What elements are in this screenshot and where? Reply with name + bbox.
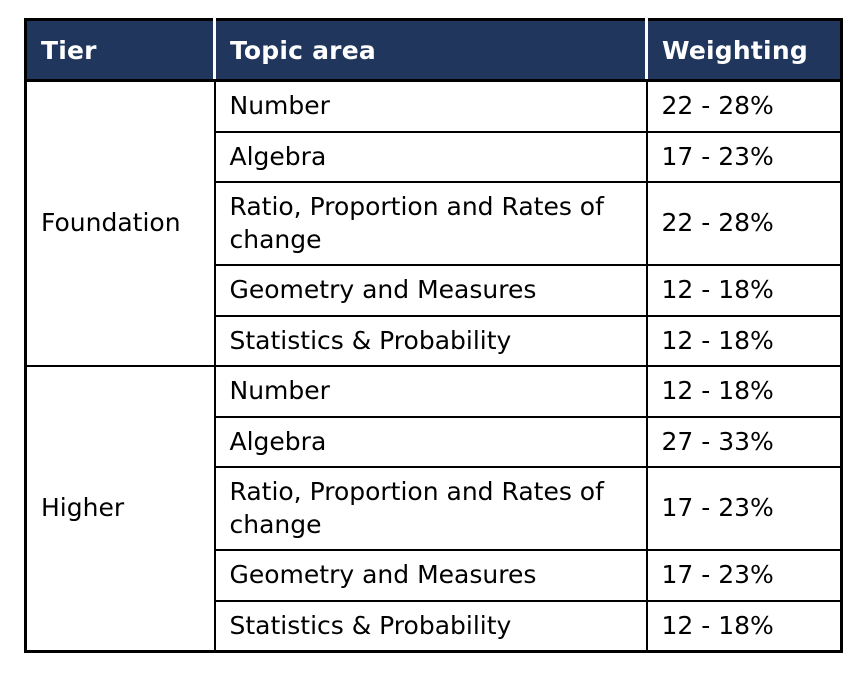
table-row: Geometry and Measures 17 - 23% [26,549,843,602]
topic-cell: Geometry and Measures [213,549,648,602]
tier-cell: Foundation [24,79,216,367]
table-row: Algebra 27 - 33% [26,415,843,468]
table-body: Foundation Number 22 - 28% Algebra 17 - 23% R… [24,79,843,653]
table-row: Ratio, Proportion and Rates of change 22 … [26,181,843,266]
table-container: Tier Topic area Weighting Foundation Numb… [24,18,843,653]
table-row: Statistics & Probability 12 - 18% [26,599,843,653]
weighting-cell: 17 - 23% [645,130,843,183]
weighting-cell: 17 - 23% [645,466,843,551]
topic-cell: Number [213,365,648,418]
header-cell-tier: Tier [25,19,216,82]
tier-cell: Higher [24,365,216,653]
weighting-cell: 22 - 28% [645,79,843,133]
table-row: Algebra 17 - 23% [26,130,843,183]
weighting-table: Tier Topic area Weighting Foundation Numb… [24,18,843,653]
weighting-cell: 27 - 33% [645,415,843,468]
weighting-cell: 12 - 18% [645,314,843,367]
topic-cell: Statistics & Probability [213,599,648,653]
weighting-cell: 22 - 28% [645,181,843,266]
weighting-cell: 12 - 18% [645,264,843,317]
header-cell-weighting: Weighting [646,19,842,82]
topic-cell: Geometry and Measures [213,264,648,317]
table-row: Geometry and Measures 12 - 18% [26,264,843,317]
topic-cell: Ratio, Proportion and Rates of change [213,466,648,551]
topic-cell: Statistics & Probability [213,314,648,367]
header-cell-topic: Topic area [214,19,648,82]
table-row: Higher Number 12 - 18% [24,365,843,653]
topic-cell: Algebra [213,130,648,183]
table-row: Ratio, Proportion and Rates of change 17 … [26,466,843,551]
weighting-cell: 12 - 18% [645,365,843,418]
topic-cell: Algebra [213,415,648,468]
topic-cell: Ratio, Proportion and Rates of change [213,181,648,266]
table-row: Foundation Number 22 - 28% [24,79,843,367]
table-header: Tier Topic area Weighting [25,19,842,82]
weighting-cell: 12 - 18% [645,599,843,653]
topic-cell: Number [213,79,648,133]
table-row: Statistics & Probability 12 - 18% [26,314,843,367]
weighting-cell: 17 - 23% [645,549,843,602]
header-row: Tier Topic area Weighting [25,19,842,82]
